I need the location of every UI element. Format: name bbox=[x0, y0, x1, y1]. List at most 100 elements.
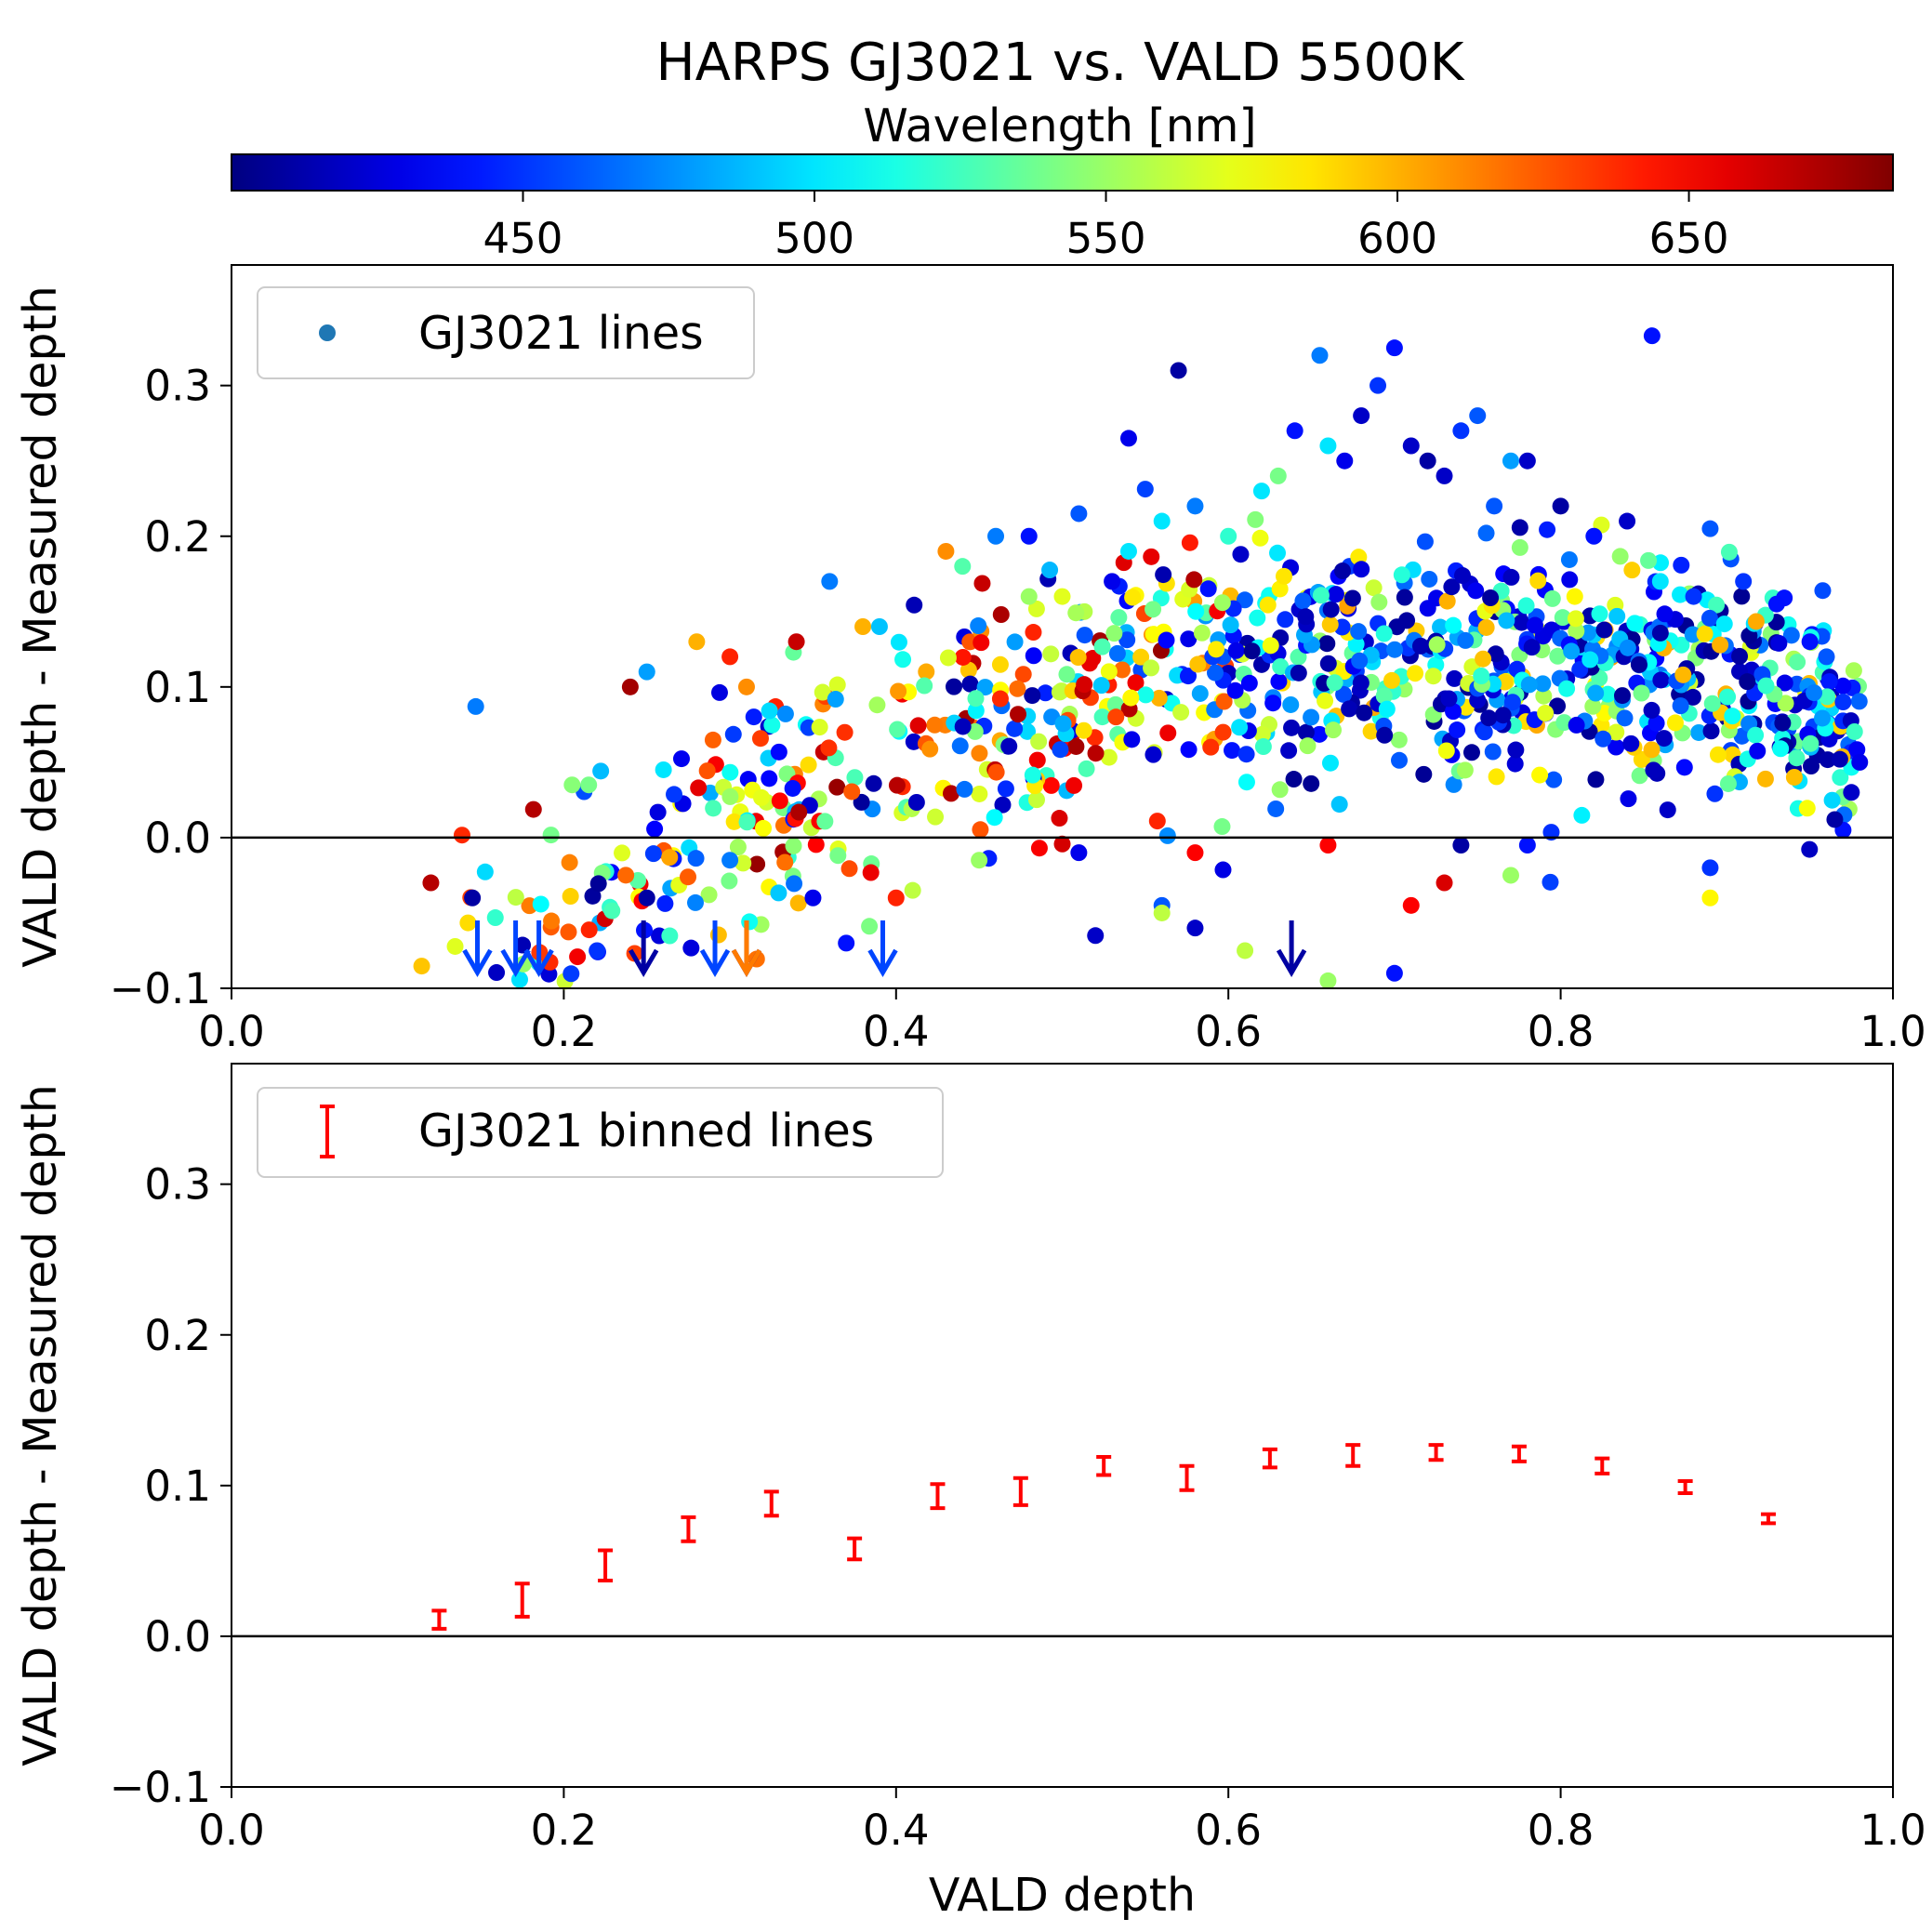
errorbar bbox=[1345, 1443, 1361, 1468]
x-tick-label: 0.6 bbox=[1195, 1806, 1262, 1855]
scatter-point bbox=[617, 867, 635, 884]
scatter-point bbox=[1513, 614, 1530, 631]
scatter-point bbox=[1756, 770, 1774, 787]
x-tick-label: 0.6 bbox=[1195, 1007, 1262, 1056]
scatter-point bbox=[939, 649, 957, 667]
scatter-point bbox=[1437, 742, 1455, 760]
scatter-point bbox=[1511, 538, 1528, 556]
scatter-point bbox=[1343, 589, 1361, 607]
scatter-point bbox=[721, 872, 738, 890]
legend-label: GJ3021 lines bbox=[418, 307, 704, 360]
scatter-point bbox=[741, 913, 759, 931]
scatter-point bbox=[973, 575, 991, 592]
x-tick-label: 0.2 bbox=[531, 1007, 598, 1056]
scatter-point bbox=[1498, 612, 1515, 629]
scatter-point bbox=[1118, 631, 1136, 649]
scatter-point bbox=[1757, 677, 1775, 695]
scatter-point bbox=[1385, 339, 1403, 357]
scatter-point bbox=[1834, 677, 1852, 695]
scatter-point bbox=[1353, 561, 1370, 578]
scatter-point bbox=[1708, 596, 1726, 614]
scatter-point bbox=[1445, 703, 1462, 721]
scatter-point bbox=[1009, 680, 1026, 697]
x-tick-label: 1.0 bbox=[1859, 1806, 1926, 1855]
scatter-point bbox=[1150, 689, 1168, 707]
scatter-point bbox=[1452, 422, 1470, 440]
errorbar bbox=[598, 1548, 614, 1582]
scatter-point bbox=[562, 888, 579, 906]
scatter-point bbox=[1202, 738, 1220, 756]
scatter-point bbox=[1801, 840, 1819, 858]
scatter-point bbox=[1137, 686, 1155, 704]
scatter-point bbox=[959, 661, 977, 679]
scatter-point bbox=[1224, 742, 1241, 760]
scatter-point bbox=[1818, 648, 1835, 666]
scatter-point bbox=[1076, 676, 1093, 694]
scatter-point bbox=[918, 663, 935, 681]
scatter-point bbox=[1608, 738, 1625, 756]
scatter-point bbox=[1814, 709, 1832, 727]
scatter-point bbox=[1701, 859, 1719, 877]
scatter-point bbox=[467, 697, 484, 715]
scatter-point bbox=[1445, 775, 1462, 793]
scatter-point bbox=[1480, 709, 1498, 727]
errorbar bbox=[1760, 1512, 1776, 1526]
scatter-point bbox=[1545, 771, 1563, 788]
y-tick-label: 0.1 bbox=[144, 663, 211, 712]
scatter-point bbox=[1436, 467, 1453, 484]
scatter-point bbox=[1477, 524, 1495, 542]
scatter-point bbox=[1318, 635, 1336, 653]
scatter-point bbox=[1148, 813, 1166, 830]
scatter-point bbox=[1715, 615, 1733, 633]
y-tick-label: −0.1 bbox=[110, 1763, 211, 1812]
scatter-point bbox=[1595, 621, 1613, 639]
scatter-point bbox=[1330, 796, 1348, 814]
scatter-point bbox=[1247, 510, 1264, 528]
scatter-point bbox=[1643, 741, 1661, 759]
scatter-point bbox=[1251, 529, 1269, 547]
scatter-point bbox=[1185, 571, 1203, 589]
scatter-point bbox=[1172, 704, 1190, 721]
scatter-point bbox=[1127, 674, 1145, 692]
scatter-point bbox=[1347, 635, 1365, 653]
scatter-point bbox=[951, 737, 969, 755]
scatter-point bbox=[1567, 610, 1584, 628]
scatter-point bbox=[1237, 774, 1255, 791]
scatter-point bbox=[1231, 719, 1249, 736]
scatter-point bbox=[1041, 562, 1059, 579]
scatter-point bbox=[1819, 688, 1836, 706]
scatter-point bbox=[661, 849, 679, 867]
scatter-point bbox=[1259, 596, 1277, 614]
scatter-point bbox=[840, 860, 858, 878]
scatter-point bbox=[721, 763, 739, 781]
errorbar bbox=[930, 1482, 946, 1511]
scatter-point bbox=[1432, 618, 1449, 636]
y-tick-label: 0.2 bbox=[144, 1311, 211, 1360]
errorbar bbox=[514, 1581, 530, 1619]
scatter-point bbox=[1334, 562, 1352, 580]
scatter-point bbox=[680, 868, 697, 886]
scatter-point bbox=[1159, 724, 1177, 742]
scatter-point bbox=[804, 889, 822, 906]
scatter-point bbox=[827, 691, 844, 708]
scatter-point bbox=[1396, 589, 1413, 606]
scatter-point bbox=[1375, 687, 1393, 705]
scatter-point bbox=[1170, 362, 1187, 379]
scatter-point bbox=[1119, 430, 1137, 447]
scatter-point bbox=[1626, 615, 1644, 632]
scatter-point bbox=[761, 702, 778, 720]
scatter-point bbox=[1462, 744, 1480, 761]
scatter-point bbox=[1025, 647, 1042, 665]
upper-limit-arrow bbox=[500, 920, 531, 977]
scatter-point bbox=[1421, 570, 1438, 588]
scatter-point bbox=[638, 663, 655, 681]
scatter-point bbox=[937, 542, 955, 560]
scatter-point bbox=[1271, 580, 1289, 598]
scatter-point bbox=[889, 721, 906, 738]
scatter-point bbox=[1428, 636, 1446, 654]
scatter-point bbox=[1277, 611, 1294, 629]
scatter-point bbox=[1105, 625, 1123, 642]
scatter-point bbox=[1520, 676, 1538, 694]
colorbar-tick-label: 450 bbox=[483, 214, 563, 263]
